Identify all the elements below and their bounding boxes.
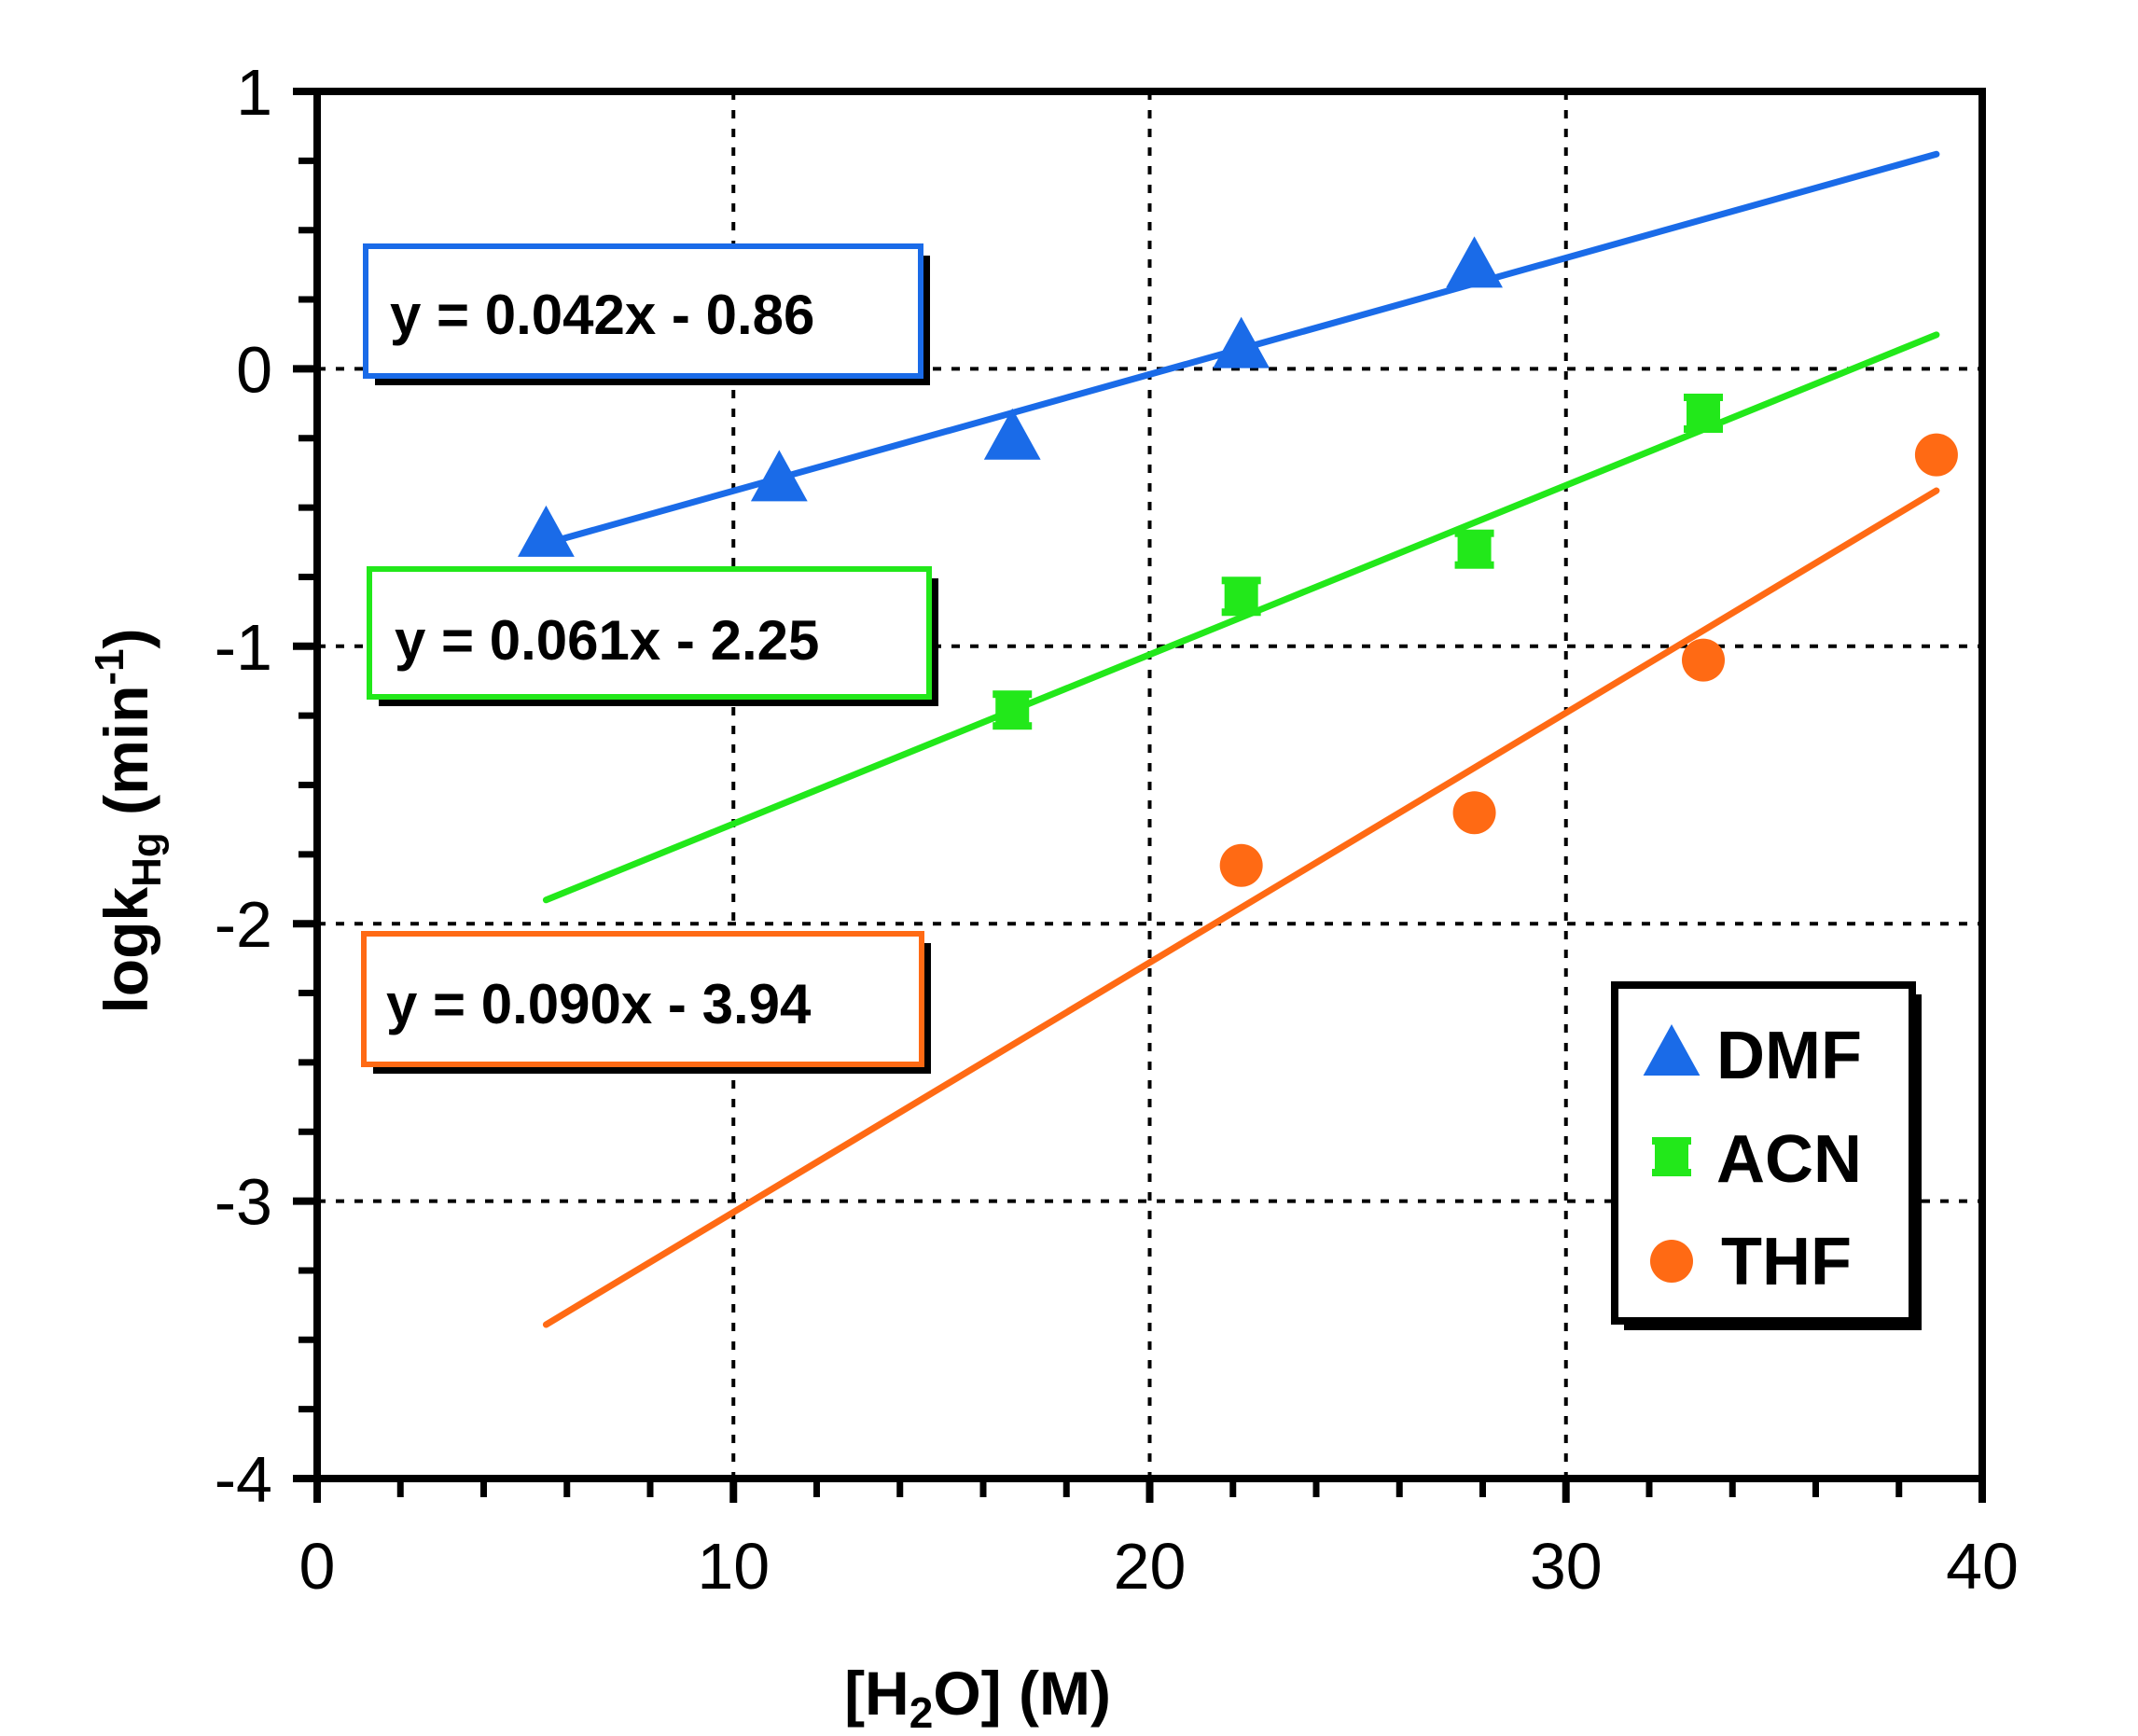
- data-point-acn-cap-bottom: [1684, 424, 1724, 433]
- data-point-acn-cap-bottom: [1454, 561, 1494, 569]
- y-axis-title-mid: (min: [91, 686, 160, 833]
- legend-marker-thf: [1650, 1240, 1693, 1283]
- legend-marker-acn-cap-top: [1652, 1137, 1691, 1145]
- equation-box-acn: y = 0.061x - 2.25: [367, 566, 938, 706]
- equation-thf: y = 0.090x - 3.94: [386, 973, 812, 1035]
- data-point-acn-cap-bottom: [993, 722, 1033, 730]
- legend-label-dmf: DMF: [1716, 1019, 1862, 1093]
- data-point-acn: [1684, 393, 1724, 433]
- data-point-thf: [1914, 433, 1958, 477]
- legend-marker-dmf: [1643, 1024, 1701, 1076]
- equation-acn: y = 0.061x - 2.25: [395, 609, 819, 672]
- data-point-acn-body: [1687, 396, 1721, 430]
- data-point-dmf: [518, 505, 575, 557]
- y-tick-label: 0: [236, 333, 272, 406]
- data-point-acn: [993, 690, 1033, 730]
- y-axis-title: logkHg (min-1): [87, 628, 170, 1013]
- y-tick-label: -4: [215, 1443, 272, 1516]
- x-tick-label: 40: [1946, 1530, 2019, 1603]
- data-point-dmf: [983, 408, 1041, 460]
- markers-layer: [518, 236, 1958, 887]
- data-point-dmf: [750, 450, 808, 502]
- data-point-acn: [1454, 529, 1494, 569]
- legend: DMF ACN THF: [1611, 981, 1922, 1330]
- equation-box-dmf: y = 0.042x - 0.86: [363, 243, 930, 385]
- x-tick-label: 10: [697, 1530, 770, 1603]
- legend-marker-acn-cap-bottom: [1652, 1169, 1691, 1176]
- equation-box-frame: [363, 243, 923, 379]
- x-tick-label: 30: [1530, 1530, 1603, 1603]
- data-point-acn-cap-bottom: [1221, 608, 1261, 617]
- legend-marker-acn-body: [1655, 1140, 1688, 1174]
- data-point-acn-body: [1224, 579, 1258, 614]
- equation-box-frame: [367, 566, 932, 700]
- y-tick-label: -1: [215, 611, 272, 684]
- x-axis-title-subscript: 2: [909, 1688, 934, 1736]
- y-tick-label: -3: [215, 1166, 272, 1239]
- equation-dmf: y = 0.042x - 0.86: [390, 284, 814, 346]
- data-point-thf: [1219, 843, 1263, 887]
- x-axis-title-suffix: O] (M): [933, 1659, 1111, 1728]
- y-axis-title-subscript: Hg: [124, 832, 170, 887]
- legend-label-thf: THF: [1721, 1225, 1852, 1299]
- data-point-dmf: [1446, 236, 1503, 288]
- x-axis-title-prefix: [H: [844, 1659, 909, 1728]
- legend-marker-acn: [1652, 1137, 1691, 1176]
- x-tick-label: 20: [1114, 1530, 1187, 1603]
- equation-box-frame: [361, 931, 924, 1067]
- data-point-thf: [1452, 791, 1496, 835]
- y-axis-title-prefix: logk: [91, 887, 160, 1014]
- legend-markers: [1643, 1024, 1701, 1283]
- fit-line-thf: [542, 487, 1940, 1328]
- data-point-acn-body: [1457, 532, 1492, 566]
- equation-box-thf: y = 0.090x - 3.94: [361, 931, 931, 1074]
- y-tick-label: -2: [215, 888, 272, 961]
- data-point-dmf: [1213, 316, 1270, 368]
- data-point-acn-cap-top: [1684, 393, 1724, 401]
- legend-label-acn: ACN: [1716, 1122, 1862, 1197]
- data-point-acn-body: [995, 693, 1030, 728]
- x-tick-label: 0: [299, 1530, 336, 1603]
- data-point-acn-cap-top: [993, 690, 1033, 699]
- data-point-acn-cap-top: [1454, 529, 1494, 537]
- data-point-acn-cap-top: [1221, 576, 1261, 585]
- y-axis-title-end: ): [91, 628, 160, 648]
- data-point-acn: [1221, 576, 1261, 617]
- x-axis-title: [H2O] (M): [844, 1659, 1111, 1736]
- y-tick-label: 1: [236, 56, 272, 129]
- data-point-thf: [1682, 638, 1726, 682]
- y-axis-title-superscript: -1: [87, 648, 132, 685]
